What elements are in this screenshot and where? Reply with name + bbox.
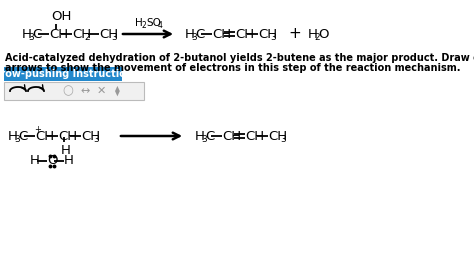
Text: 3: 3 xyxy=(28,33,34,41)
Text: CH: CH xyxy=(258,27,277,40)
Text: H: H xyxy=(135,18,143,28)
Text: 2: 2 xyxy=(314,33,319,41)
Text: 3: 3 xyxy=(201,134,207,144)
Text: H: H xyxy=(22,27,32,40)
Text: H: H xyxy=(185,27,195,40)
Text: 2: 2 xyxy=(84,33,90,41)
Text: C: C xyxy=(18,130,27,143)
Text: 3: 3 xyxy=(270,33,276,41)
Text: +: + xyxy=(289,27,301,41)
Text: CH: CH xyxy=(81,130,100,143)
Text: 3: 3 xyxy=(93,134,99,144)
Text: H: H xyxy=(30,154,40,167)
Text: Arrow-pushing Instructions: Arrow-pushing Instructions xyxy=(0,69,138,79)
Text: H: H xyxy=(195,130,205,143)
Text: 3: 3 xyxy=(14,134,20,144)
Text: H: H xyxy=(8,130,18,143)
Text: CH: CH xyxy=(49,27,68,40)
Text: arrows to show the movement of electrons in this step of the reaction mechanism.: arrows to show the movement of electrons… xyxy=(5,63,461,73)
Text: H: H xyxy=(61,144,71,156)
Text: OH: OH xyxy=(51,11,72,24)
Text: Acid-catalyzed dehydration of 2-butanol yields 2-butene as the major product. Dr: Acid-catalyzed dehydration of 2-butanol … xyxy=(5,53,474,63)
Text: C: C xyxy=(195,27,204,40)
FancyBboxPatch shape xyxy=(4,67,122,81)
Text: CH: CH xyxy=(222,130,241,143)
Text: CH: CH xyxy=(212,27,231,40)
Text: CH: CH xyxy=(58,130,77,143)
Text: 4: 4 xyxy=(158,21,163,30)
Text: H: H xyxy=(308,27,318,40)
Text: C: C xyxy=(32,27,41,40)
Text: CH: CH xyxy=(268,130,287,143)
Text: CH: CH xyxy=(35,130,54,143)
Text: H: H xyxy=(64,154,74,167)
Text: SO: SO xyxy=(146,18,161,28)
Text: CH: CH xyxy=(235,27,254,40)
Text: CH: CH xyxy=(99,27,118,40)
Text: O: O xyxy=(47,154,57,167)
Text: 2: 2 xyxy=(142,21,147,30)
Text: CH: CH xyxy=(245,130,264,143)
Text: ⧫: ⧫ xyxy=(115,86,119,96)
Text: ○: ○ xyxy=(63,85,73,98)
Text: O: O xyxy=(318,27,328,40)
Text: ↔: ↔ xyxy=(80,86,90,96)
Text: 3: 3 xyxy=(111,33,117,41)
Text: 3: 3 xyxy=(280,134,286,144)
Text: +: + xyxy=(34,124,41,134)
FancyBboxPatch shape xyxy=(4,82,144,100)
Text: 3: 3 xyxy=(191,33,197,41)
Text: ✕: ✕ xyxy=(96,86,106,96)
Text: CH: CH xyxy=(72,27,91,40)
Text: C: C xyxy=(205,130,214,143)
